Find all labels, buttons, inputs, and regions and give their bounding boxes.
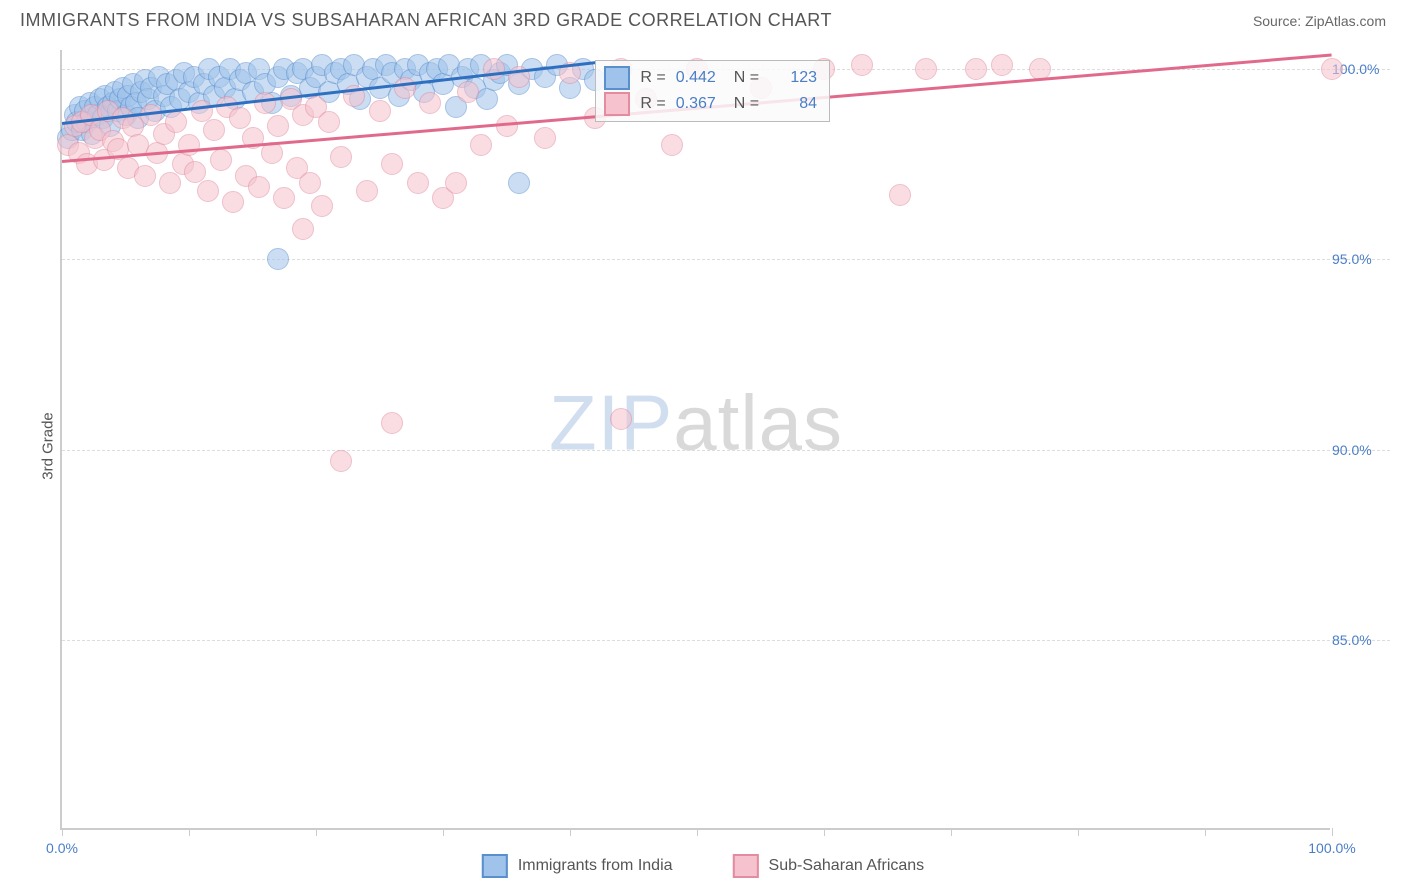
gridline (62, 640, 1390, 641)
data-point (330, 450, 352, 472)
data-point (311, 195, 333, 217)
x-tick (316, 828, 317, 836)
data-point (1321, 58, 1343, 80)
data-point (965, 58, 987, 80)
stats-legend-row: R = 0.442 N = 123 (604, 65, 817, 91)
gridline (62, 450, 1390, 451)
n-label: N = (734, 69, 759, 87)
stats-legend-row: R = 0.367 N = 84 (604, 91, 817, 117)
data-point (991, 54, 1013, 76)
legend-item-0: Immigrants from India (482, 854, 673, 878)
data-point (476, 88, 498, 110)
data-point (330, 146, 352, 168)
x-tick (1332, 828, 1333, 836)
legend-label-1: Sub-Saharan Africans (769, 857, 925, 875)
r-label: R = (640, 69, 665, 87)
x-tick (189, 828, 190, 836)
x-tick (697, 828, 698, 836)
chart-area: ZIPatlas 85.0%90.0%95.0%100.0%0.0%100.0%… (50, 50, 1386, 842)
x-tick (443, 828, 444, 836)
legend-label-0: Immigrants from India (518, 857, 673, 875)
y-tick-label: 90.0% (1332, 442, 1388, 458)
r-value: 0.442 (676, 69, 724, 87)
legend-swatch-0 (482, 854, 508, 878)
x-tick (62, 828, 63, 836)
data-point (267, 115, 289, 137)
watermark: ZIPatlas (549, 378, 843, 469)
data-point (134, 165, 156, 187)
data-point (267, 248, 289, 270)
legend-swatch (604, 66, 630, 90)
data-point (184, 161, 206, 183)
source-label: Source: ZipAtlas.com (1253, 13, 1386, 29)
data-point (159, 172, 181, 194)
data-point (356, 180, 378, 202)
data-point (457, 81, 479, 103)
data-point (661, 134, 683, 156)
data-point (229, 107, 251, 129)
y-tick-label: 95.0% (1332, 251, 1388, 267)
data-point (915, 58, 937, 80)
data-point (318, 111, 340, 133)
data-point (203, 119, 225, 141)
data-point (889, 184, 911, 206)
legend-item-1: Sub-Saharan Africans (733, 854, 925, 878)
data-point (197, 180, 219, 202)
data-point (165, 111, 187, 133)
data-point (292, 218, 314, 240)
plot-area: ZIPatlas 85.0%90.0%95.0%100.0%0.0%100.0%… (60, 50, 1330, 830)
data-point (254, 92, 276, 114)
data-point (273, 187, 295, 209)
data-point (210, 149, 232, 171)
data-point (496, 115, 518, 137)
header: IMMIGRANTS FROM INDIA VS SUBSAHARAN AFRI… (0, 0, 1406, 37)
data-point (508, 172, 530, 194)
y-tick-label: 85.0% (1332, 632, 1388, 648)
data-point (483, 58, 505, 80)
x-tick (951, 828, 952, 836)
x-tick (824, 828, 825, 836)
data-point (248, 176, 270, 198)
bottom-legend: Immigrants from India Sub-Saharan Africa… (482, 854, 924, 878)
data-point (394, 77, 416, 99)
data-point (299, 172, 321, 194)
data-point (369, 100, 391, 122)
stats-legend: R = 0.442 N = 123 R = 0.367 N = 84 (595, 60, 830, 122)
x-tick (1205, 828, 1206, 836)
x-tick-label: 100.0% (1308, 840, 1355, 856)
x-tick (570, 828, 571, 836)
x-tick (1078, 828, 1079, 836)
chart-title: IMMIGRANTS FROM INDIA VS SUBSAHARAN AFRI… (20, 10, 832, 31)
data-point (178, 134, 200, 156)
r-value: 0.367 (676, 95, 724, 113)
data-point (222, 191, 244, 213)
n-value: 123 (769, 69, 817, 87)
data-point (381, 412, 403, 434)
data-point (407, 172, 429, 194)
x-tick-label: 0.0% (46, 840, 78, 856)
data-point (191, 100, 213, 122)
data-point (534, 127, 556, 149)
r-label: R = (640, 95, 665, 113)
legend-swatch (604, 92, 630, 116)
data-point (381, 153, 403, 175)
n-value: 84 (769, 95, 817, 113)
data-point (445, 172, 467, 194)
data-point (470, 134, 492, 156)
n-label: N = (734, 95, 759, 113)
watermark-part2: atlas (673, 379, 843, 467)
data-point (610, 408, 632, 430)
data-point (851, 54, 873, 76)
data-point (419, 92, 441, 114)
gridline (62, 259, 1390, 260)
legend-swatch-1 (733, 854, 759, 878)
